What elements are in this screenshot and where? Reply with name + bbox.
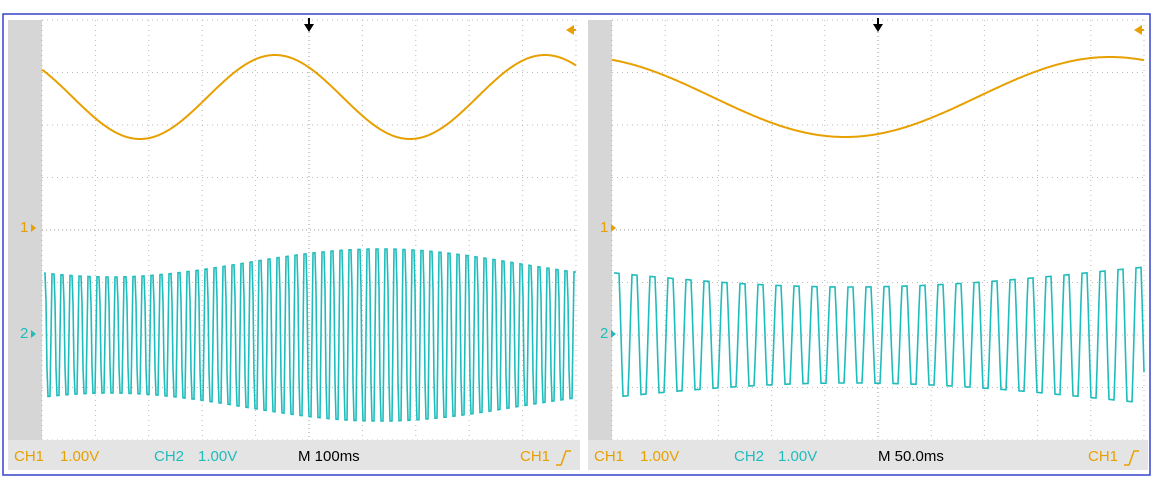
ch2-scale: 1.00V [778,448,817,465]
ch1-marker: 1 [600,219,608,236]
ch1-scale: 1.00V [640,448,679,465]
ch2-scale: 1.00V [198,448,237,465]
ch2-label: CH2 [154,448,184,465]
ch2-marker: 2 [20,325,28,342]
timebase: M 50.0ms [878,448,944,465]
ch2-label: CH2 [734,448,764,465]
timebase: M 100ms [298,448,360,465]
ch2-marker: 2 [600,325,608,342]
trigger-source: CH1 [520,448,550,465]
trigger-source: CH1 [1088,448,1118,465]
screenshot: 1 2 CH1 1.00V CH2 1.00V M 100ms CH1 1 2 CH1 1.00V CH… [0,0,1153,479]
ch1-label: CH1 [14,448,44,465]
ch1-scale: 1.00V [60,448,99,465]
ch1-label: CH1 [594,448,624,465]
ch1-marker: 1 [20,219,28,236]
